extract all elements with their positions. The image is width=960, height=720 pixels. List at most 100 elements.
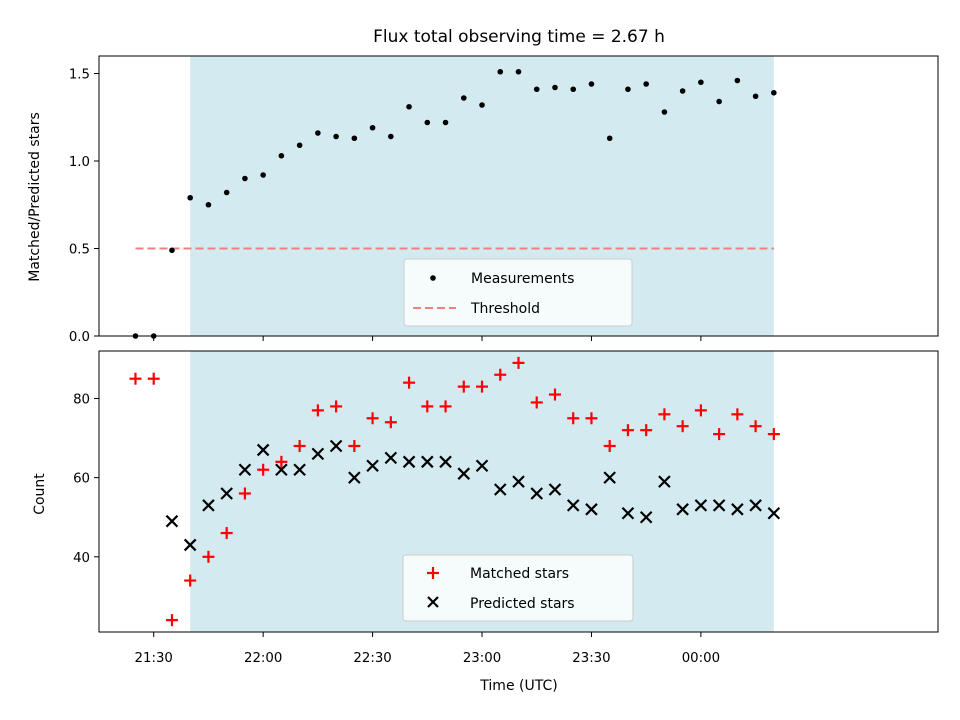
measurement-point [406, 103, 412, 110]
matched-star-point [694, 404, 707, 417]
matched-star-point [457, 380, 470, 393]
predicted-star-point [493, 483, 507, 496]
predicted-stars-points [165, 439, 781, 552]
bottom-y-label: Count [32, 473, 48, 515]
predicted-star-point [603, 471, 616, 484]
measurement-point [771, 89, 777, 96]
matched-star-point [676, 420, 689, 433]
predicted-star-point [694, 499, 708, 512]
top-axes-frame [98, 55, 939, 337]
bottom-y-ticks: 40 60 80 [73, 392, 99, 566]
top-x-ticks [153, 336, 702, 341]
legend-threshold: Threshold [470, 301, 540, 317]
measurement-point [424, 119, 431, 126]
y-tick-label: 60 [73, 472, 90, 487]
legend-predicted: Predicted stars [470, 596, 575, 612]
measurement-point [205, 201, 212, 208]
matched-star-point [202, 550, 215, 563]
matched-star-point [476, 380, 489, 393]
legend-matched-marker [427, 567, 439, 579]
predicted-star-point [238, 463, 252, 477]
predicted-star-point [639, 510, 653, 524]
matched-star-point [220, 527, 233, 540]
measurement-point [351, 135, 358, 142]
measurement-point [369, 124, 376, 131]
predicted-star-point [311, 447, 325, 461]
matched-star-point [439, 400, 452, 413]
measurement-point [460, 95, 467, 101]
predicted-star-point [585, 503, 598, 516]
top-legend-box [403, 258, 633, 327]
matched-star-point [512, 356, 525, 369]
y-tick-label: 0.5 [69, 243, 90, 258]
measurement-point [606, 135, 613, 142]
predicted-star-point [275, 463, 288, 477]
measurement-point [643, 81, 649, 87]
measurement-point [716, 98, 722, 105]
predicted-star-point [712, 499, 726, 512]
measurement-point [333, 133, 339, 140]
matched-star-point [530, 396, 543, 409]
matched-star-point [567, 412, 580, 425]
measurement-point [661, 109, 668, 115]
predicted-star-point [566, 499, 580, 512]
predicted-star-point [183, 538, 197, 552]
x-tick-label: 00:00 [682, 651, 720, 666]
matched-star-point [129, 372, 142, 385]
matched-star-point [330, 400, 343, 413]
bottom-panel: 40 60 80 21:30 22:00 22:30 23:00 23:30 00:00 Co… [32, 350, 939, 694]
predicted-star-point [512, 475, 525, 488]
matched-star-point [603, 439, 616, 452]
x-tick-label: 23:00 [463, 651, 501, 666]
matched-star-point [165, 614, 178, 627]
predicted-star-point [202, 499, 215, 512]
measurement-point [296, 142, 303, 149]
predicted-star-point [165, 514, 179, 528]
predicted-star-point [220, 487, 233, 500]
measurement-point [625, 86, 631, 93]
matched-star-point [348, 439, 361, 452]
predicted-star-point [348, 471, 361, 484]
matched-star-point [238, 487, 251, 500]
predicted-star-point [402, 455, 416, 469]
matched-star-point [767, 428, 780, 441]
matched-star-point [713, 428, 726, 441]
x-tick-label: 23:30 [572, 651, 610, 666]
measurement-point [442, 119, 449, 126]
y-tick-label: 80 [73, 392, 90, 407]
x-tick-label: 21:30 [135, 651, 173, 666]
matched-stars-points [129, 356, 780, 627]
predicted-star-point [676, 503, 689, 516]
measurement-point [533, 86, 540, 93]
predicted-star-point [767, 506, 781, 520]
measurement-point [187, 194, 193, 201]
bottom-x-ticks: 21:30 22:00 22:30 23:00 23:30 00:00 [135, 632, 720, 666]
bottom-legend: Matched stars Predicted stars [402, 554, 634, 622]
y-tick-label: 40 [73, 551, 90, 566]
measurement-point [552, 84, 558, 91]
predicted-star-point [731, 503, 744, 516]
predicted-star-point [621, 506, 635, 520]
matched-star-point [749, 420, 762, 433]
measurement-point [223, 189, 230, 196]
matched-star-point [548, 388, 561, 401]
measurement-point [734, 77, 741, 84]
predicted-star-point [658, 475, 671, 488]
matched-star-point [658, 408, 671, 421]
predicted-star-point [256, 443, 270, 457]
measurement-point [570, 86, 577, 93]
measurement-point [497, 68, 504, 75]
chart-title: Flux total observing time = 2.67 h [373, 27, 665, 47]
measurement-point [698, 79, 704, 86]
top-y-ticks: 0.0 0.5 1.0 1.5 [69, 68, 99, 345]
y-tick-label: 1.5 [69, 68, 90, 83]
y-tick-label: 0.0 [69, 330, 90, 345]
predicted-star-point [329, 439, 343, 453]
matched-star-point [184, 574, 197, 587]
predicted-star-point [548, 483, 562, 496]
matched-star-point [293, 439, 306, 452]
matched-star-point [621, 424, 634, 437]
x-axis-label: Time (UTC) [479, 678, 557, 694]
measurement-point [752, 93, 759, 100]
x-tick-label: 22:30 [353, 651, 391, 666]
